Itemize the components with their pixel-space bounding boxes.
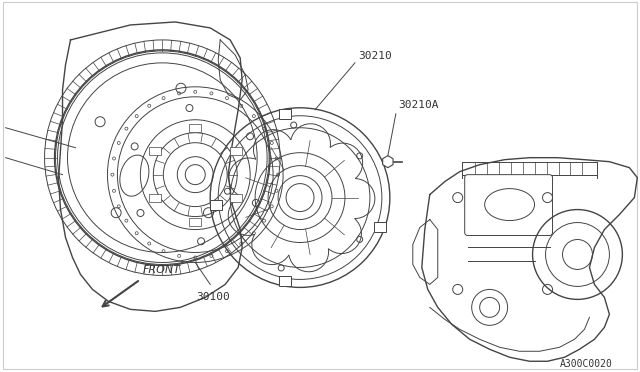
Text: FRONT: FRONT [142,266,180,275]
Text: 30210A: 30210A [398,100,438,110]
Text: 30210: 30210 [358,51,392,61]
FancyBboxPatch shape [279,109,291,119]
FancyBboxPatch shape [189,124,201,132]
FancyBboxPatch shape [230,194,242,202]
FancyBboxPatch shape [189,218,201,225]
FancyBboxPatch shape [209,200,221,210]
FancyBboxPatch shape [374,222,386,232]
FancyBboxPatch shape [465,174,552,235]
FancyBboxPatch shape [148,194,161,202]
FancyBboxPatch shape [148,147,161,155]
Text: A300C0020: A300C0020 [559,359,612,369]
FancyBboxPatch shape [230,147,242,155]
Text: 30100: 30100 [196,292,230,302]
FancyBboxPatch shape [279,276,291,286]
Polygon shape [383,155,393,168]
Ellipse shape [120,155,149,196]
Ellipse shape [484,189,534,221]
